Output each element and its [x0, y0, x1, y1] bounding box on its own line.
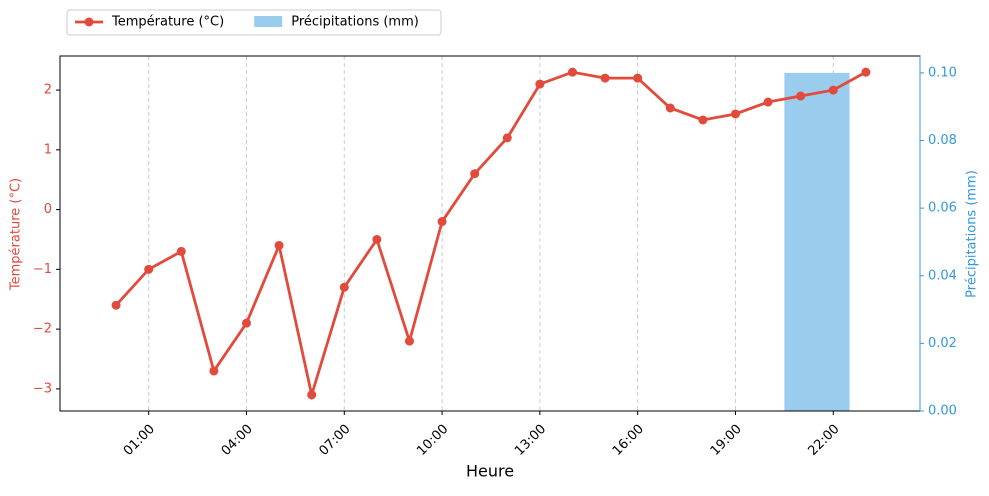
- x-tick-label: 13:00: [512, 422, 549, 459]
- bar: [816, 72, 850, 412]
- marker: [796, 91, 806, 101]
- y2-tick-label: 0.06: [928, 201, 957, 216]
- x-tick-label: 22:00: [805, 422, 842, 459]
- legend-box: [66, 9, 442, 36]
- marker: [828, 85, 838, 95]
- y2-tick-label: 0.10: [928, 65, 957, 80]
- marker: [111, 300, 121, 310]
- y2-axis-label: Précipitations (mm): [965, 170, 980, 298]
- legend-label: Température (°C): [111, 15, 224, 30]
- legend-label: Précipitations (mm): [291, 15, 419, 30]
- marker: [567, 67, 577, 77]
- marker: [372, 234, 382, 244]
- x-tick-label: 16:00: [610, 422, 647, 459]
- marker: [698, 115, 708, 125]
- marker: [470, 169, 480, 179]
- y-tick-label: 0: [44, 202, 52, 217]
- line: [115, 70, 867, 401]
- marker: [502, 133, 512, 143]
- x-tick-label: 04:00: [219, 422, 256, 459]
- y-tick-label: −1: [33, 262, 52, 277]
- marker: [339, 282, 349, 292]
- x-axis-label: Heure: [466, 462, 514, 481]
- x-tick-label: 07:00: [316, 422, 353, 459]
- marker: [763, 97, 773, 107]
- y-tick-label: −2: [33, 322, 52, 337]
- marker: [665, 103, 675, 113]
- y2-tick-label: 0.04: [928, 268, 957, 283]
- marker: [633, 73, 643, 83]
- y-axis-label: Température (°C): [9, 178, 24, 291]
- marker: [730, 109, 740, 119]
- legend-swatch: [254, 16, 283, 27]
- y-tick-label: 2: [44, 83, 52, 98]
- bar: [784, 72, 817, 412]
- marker: [600, 73, 610, 83]
- marker: [209, 366, 219, 376]
- marker: [307, 390, 317, 400]
- x-tick-label: 19:00: [708, 422, 745, 459]
- legend-marker: [84, 17, 94, 27]
- x-tick-label: 01:00: [121, 422, 158, 459]
- marker: [274, 240, 284, 250]
- y-tick-label: 1: [44, 142, 52, 157]
- y2-tick-label: 0.02: [928, 336, 957, 351]
- y-tick-label: −3: [33, 381, 52, 396]
- marker: [144, 264, 154, 274]
- y2-tick-label: 0.08: [928, 133, 957, 148]
- marker: [861, 67, 871, 77]
- marker: [535, 79, 545, 89]
- marker: [241, 318, 251, 328]
- x-tick-label: 10:00: [414, 422, 451, 459]
- marker: [437, 217, 447, 227]
- marker: [404, 336, 414, 346]
- y2-tick-label: 0.00: [928, 404, 957, 419]
- marker: [176, 246, 186, 256]
